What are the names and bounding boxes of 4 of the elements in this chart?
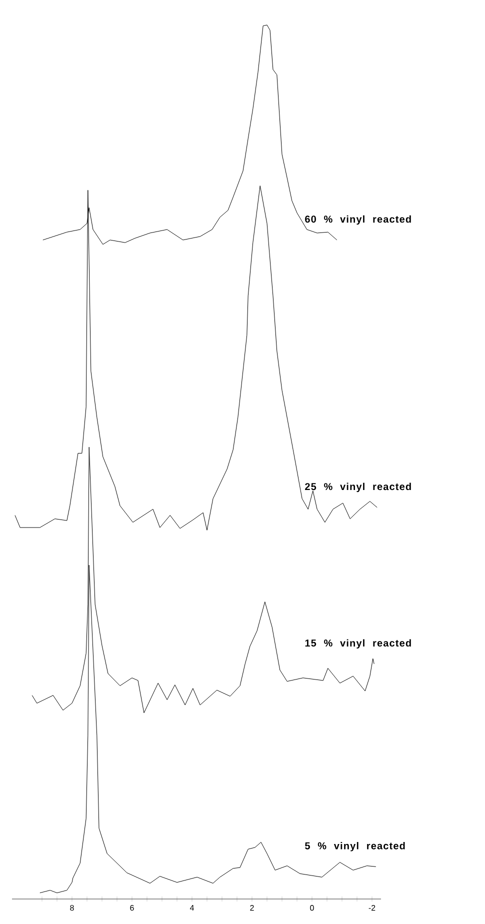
- text: 15 % vinyl reacted: [305, 639, 411, 649]
- text: 5 % vinyl reacted: [305, 842, 405, 852]
- series-label: 60 % vinyl reacted: [305, 215, 411, 225]
- series-label: 25 % vinyl reacted: [305, 482, 411, 492]
